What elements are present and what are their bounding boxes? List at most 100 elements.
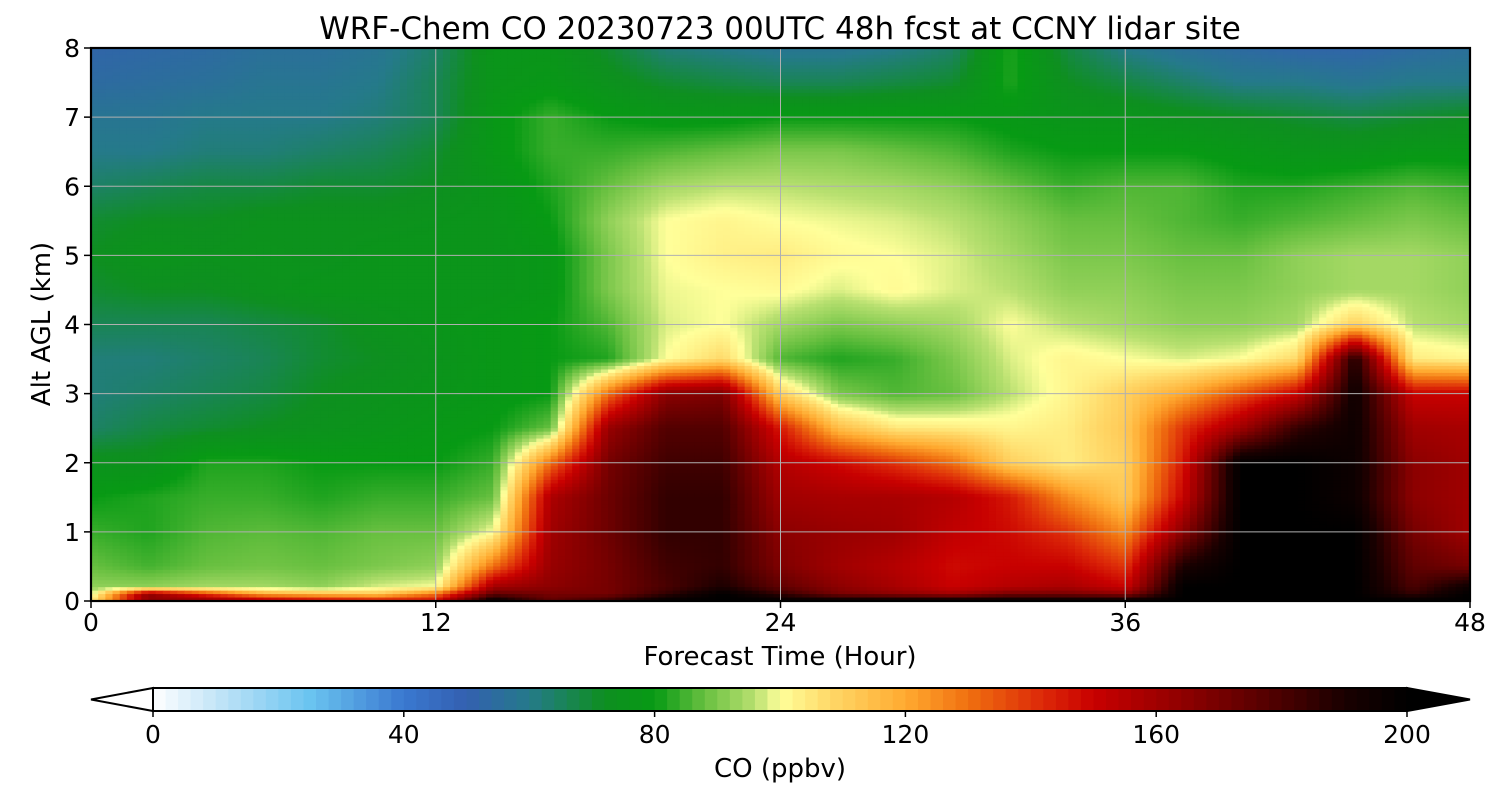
heatmap-cell xyxy=(852,58,860,62)
heatmap-cell xyxy=(658,93,666,97)
heatmap-cell xyxy=(1140,72,1148,76)
heatmap-cell xyxy=(1448,100,1456,104)
heatmap-cell xyxy=(486,83,494,87)
heatmap-cell xyxy=(1448,65,1456,69)
heatmap-cell xyxy=(673,93,681,97)
heatmap-cell xyxy=(472,100,480,104)
heatmap-cell xyxy=(1125,121,1133,125)
heatmap-cell xyxy=(974,72,982,76)
heatmap-cell xyxy=(881,58,889,62)
heatmap-cell xyxy=(622,83,630,87)
heatmap-cell xyxy=(314,93,322,97)
heatmap-cell xyxy=(622,72,630,76)
heatmap-cell xyxy=(364,83,372,87)
heatmap-cell xyxy=(263,103,271,107)
heatmap-cell xyxy=(1334,58,1342,62)
heatmap-cell xyxy=(479,72,487,76)
heatmap-cell xyxy=(350,103,358,107)
heatmap-cell xyxy=(1355,76,1363,80)
heatmap-cell xyxy=(622,65,630,69)
heatmap-cell xyxy=(1247,93,1255,97)
heatmap-cell xyxy=(1312,103,1320,107)
heatmap-cell xyxy=(543,100,551,104)
heatmap-cell xyxy=(673,89,681,93)
heatmap-cell xyxy=(464,100,472,104)
heatmap-cell xyxy=(795,83,803,87)
heatmap-cell xyxy=(1190,83,1198,87)
heatmap-cell xyxy=(888,89,896,93)
heatmap-cell xyxy=(1097,110,1105,114)
heatmap-cell xyxy=(235,65,243,69)
heatmap-cell xyxy=(472,121,480,125)
heatmap-cell xyxy=(91,110,99,114)
heatmap-cell xyxy=(522,121,530,125)
heatmap-cell xyxy=(816,121,824,125)
heatmap-cell xyxy=(350,58,358,62)
heatmap-cell xyxy=(572,83,580,87)
heatmap-cell xyxy=(1197,72,1205,76)
heatmap-cell xyxy=(1104,89,1112,93)
heatmap-cell xyxy=(464,55,472,59)
heatmap-cell xyxy=(1434,72,1442,76)
heatmap-cell xyxy=(120,89,128,93)
heatmap-cell xyxy=(1190,76,1198,80)
heatmap-cell xyxy=(939,93,947,97)
heatmap-cell xyxy=(1341,103,1349,107)
heatmap-cell xyxy=(917,58,925,62)
heatmap-cell xyxy=(644,110,652,114)
heatmap-cell xyxy=(917,89,925,93)
heatmap-cell xyxy=(385,110,393,114)
heatmap-cell xyxy=(1391,76,1399,80)
heatmap-cell xyxy=(1290,121,1298,125)
heatmap-cell xyxy=(170,55,178,59)
heatmap-cell xyxy=(816,55,824,59)
heatmap-cell xyxy=(1434,110,1442,114)
heatmap-cell xyxy=(486,100,494,104)
heatmap-cell xyxy=(824,55,832,59)
heatmap-cell xyxy=(1240,83,1248,87)
heatmap-cell xyxy=(565,110,573,114)
heatmap-cell xyxy=(860,110,868,114)
heatmap-cell xyxy=(644,83,652,87)
heatmap-cell xyxy=(1226,55,1234,59)
heatmap-cell xyxy=(148,100,156,104)
heatmap-cell xyxy=(1255,65,1263,69)
heatmap-cell xyxy=(802,93,810,97)
heatmap-cell xyxy=(1226,72,1234,76)
heatmap-cell xyxy=(1154,65,1162,69)
heatmap-cell xyxy=(235,72,243,76)
heatmap-cell xyxy=(1384,83,1392,87)
heatmap-cell xyxy=(1369,100,1377,104)
heatmap-cell xyxy=(881,93,889,97)
heatmap-cell xyxy=(328,103,336,107)
heatmap-cell xyxy=(974,93,982,97)
heatmap-cell xyxy=(263,83,271,87)
heatmap-cell xyxy=(759,55,767,59)
heatmap-cell xyxy=(759,76,767,80)
heatmap-cell xyxy=(996,100,1004,104)
heatmap-cell xyxy=(378,76,386,80)
heatmap-cell xyxy=(141,121,149,125)
heatmap-cell xyxy=(1369,55,1377,59)
heatmap-cell xyxy=(967,55,975,59)
heatmap-cell xyxy=(493,100,501,104)
heatmap-cell xyxy=(737,65,745,69)
heatmap-cell xyxy=(989,100,997,104)
heatmap-cell xyxy=(1448,110,1456,114)
heatmap-cell xyxy=(378,65,386,69)
heatmap-cell xyxy=(235,121,243,125)
heatmap-cell xyxy=(974,65,982,69)
heatmap-cell xyxy=(393,89,401,93)
heatmap-cell xyxy=(91,76,99,80)
heatmap-cell xyxy=(378,89,386,93)
heatmap-cell xyxy=(766,93,774,97)
heatmap-cell xyxy=(1405,83,1413,87)
heatmap-cell xyxy=(1298,58,1306,62)
heatmap-cell xyxy=(1391,72,1399,76)
heatmap-cell xyxy=(385,83,393,87)
heatmap-cell xyxy=(278,103,286,107)
heatmap-cell xyxy=(1427,110,1435,114)
heatmap-cell xyxy=(1298,76,1306,80)
heatmap-cell xyxy=(1398,100,1406,104)
heatmap-cell xyxy=(249,121,257,125)
